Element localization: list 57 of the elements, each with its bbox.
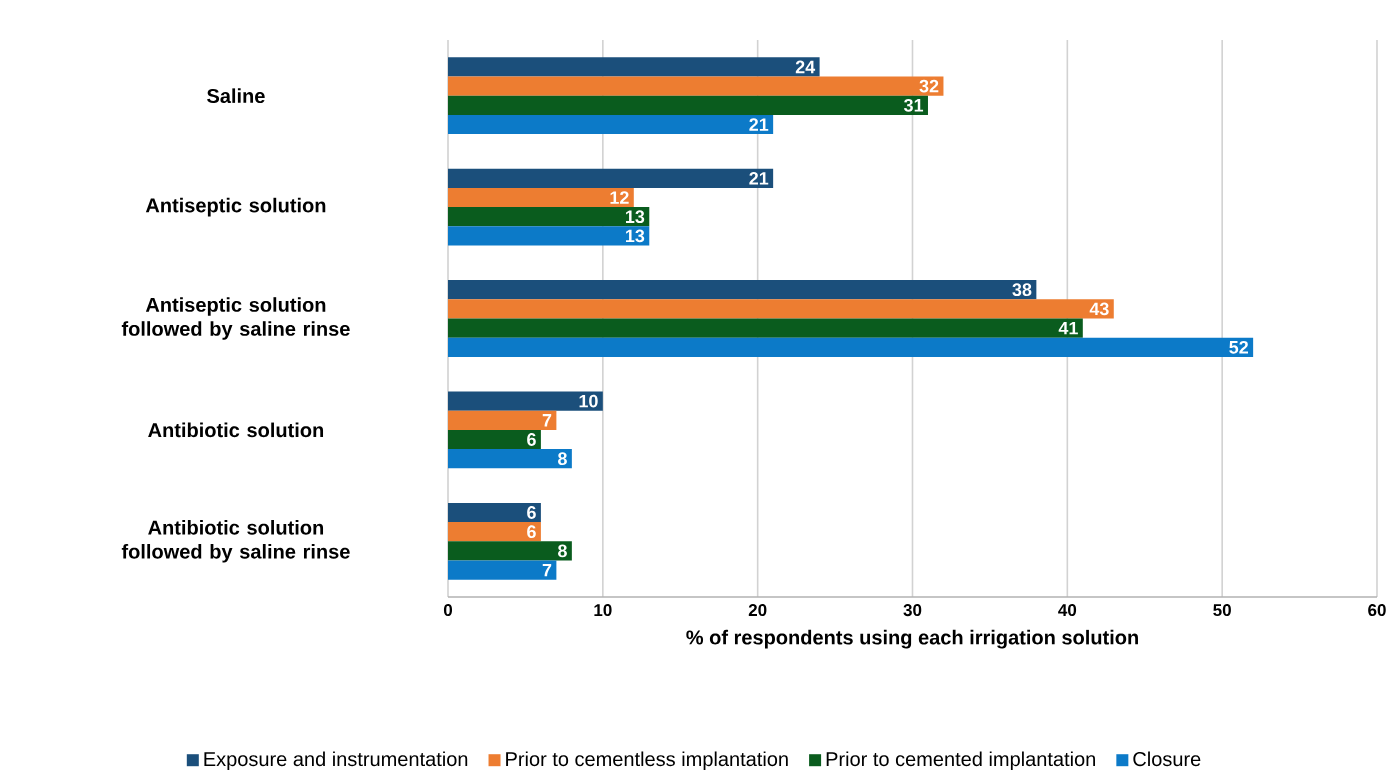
x-tick-label: 50	[1213, 604, 1231, 617]
y-tick-label: Antibiotic solution followed by saline rinse	[121, 519, 350, 563]
legend-label: Exposure and instrumentation	[204, 751, 468, 771]
bar	[448, 429, 541, 450]
data-label: 7	[542, 563, 552, 577]
y-tick-label: Saline	[207, 88, 265, 104]
data-label: 41	[1058, 321, 1078, 335]
bar	[448, 502, 541, 523]
data-label: 13	[625, 229, 645, 243]
data-label: 12	[610, 191, 629, 204]
bar	[448, 410, 557, 430]
data-label: 32	[919, 79, 939, 93]
bar	[448, 226, 650, 246]
data-label: 24	[795, 60, 816, 74]
data-label: 21	[749, 118, 769, 131]
x-tick-label: 20	[748, 604, 767, 617]
x-tick-label: 30	[903, 604, 922, 617]
bar	[448, 280, 1037, 300]
x-axis-title: % of respondents using each irrigation solution	[686, 629, 1138, 649]
bar	[448, 207, 650, 227]
data-label: 8	[558, 452, 567, 466]
bar	[448, 114, 774, 135]
bar	[448, 391, 603, 411]
data-label: 52	[1229, 340, 1248, 354]
data-label: 38	[1012, 283, 1032, 297]
legend-label: Closure	[1133, 751, 1201, 767]
x-tick-label: 40	[1058, 604, 1077, 617]
data-label: 6	[527, 433, 536, 446]
data-label: 8	[558, 544, 567, 558]
data-label: 43	[1089, 302, 1109, 316]
data-label: 13	[625, 210, 645, 224]
data-label: 7	[542, 414, 552, 427]
bar	[448, 541, 572, 561]
y-tick-label: Antibiotic solution	[148, 422, 324, 438]
legend-label: Prior to cementless implantation	[506, 751, 788, 771]
data-label: 31	[903, 98, 924, 112]
bar	[448, 337, 1254, 357]
x-tick-label: 10	[594, 604, 612, 617]
bar	[448, 522, 541, 542]
bar	[448, 560, 557, 580]
y-tick-label: Antiseptic solution followed by saline rinse	[121, 297, 350, 340]
data-label: 6	[527, 525, 536, 539]
data-label: 10	[579, 394, 598, 408]
bar	[448, 187, 634, 208]
data-label: 6	[527, 506, 536, 519]
y-tick-label: Antiseptic solution	[145, 197, 326, 217]
bar	[448, 168, 774, 188]
legend-label: Prior to cemented implantation	[826, 751, 1095, 771]
bar	[448, 449, 572, 469]
x-tick-label: 60	[1368, 604, 1386, 617]
bar	[448, 318, 1083, 338]
data-label: 21	[749, 172, 769, 185]
bar	[448, 57, 820, 77]
bar	[448, 299, 1114, 319]
bar	[448, 76, 944, 96]
x-tick-label: 0	[443, 604, 453, 617]
bar	[448, 95, 928, 115]
